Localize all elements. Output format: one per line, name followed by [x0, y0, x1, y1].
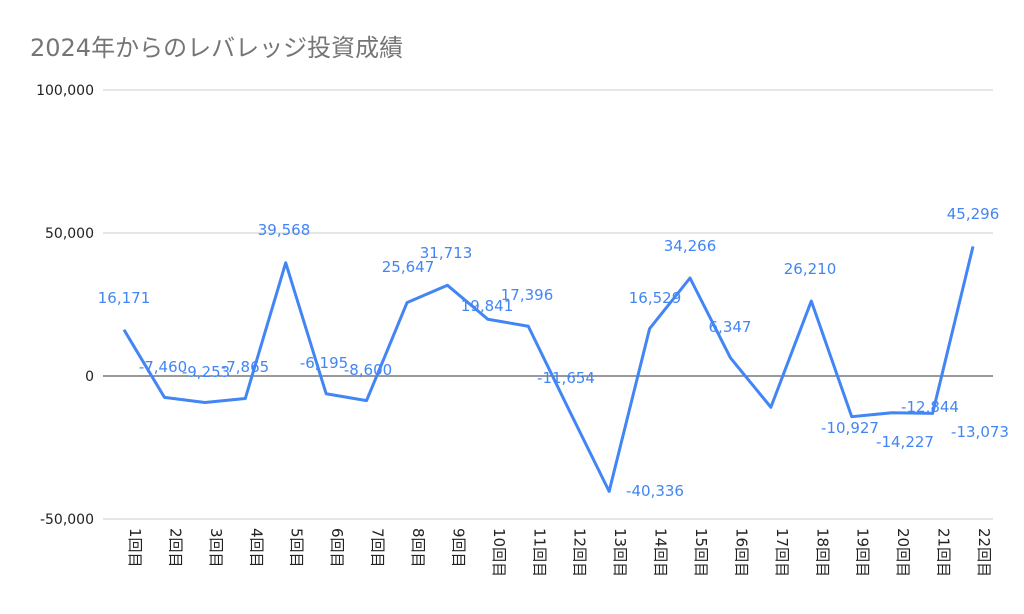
data-label: 39,568 — [258, 221, 311, 239]
x-tick-label: 11回目 — [530, 528, 548, 577]
x-tick-label: 21回目 — [935, 528, 953, 577]
x-tick-label: 5回目 — [288, 528, 306, 568]
x-tick-label: 1回目 — [126, 528, 144, 568]
x-tick-label: 20回目 — [894, 528, 912, 577]
x-tick-label: 16回目 — [732, 528, 750, 577]
x-tick-label: 14回目 — [652, 528, 670, 577]
chart-title: 2024年からのレバレッジ投資成績 — [30, 34, 404, 62]
x-tick-label: 7回目 — [369, 528, 387, 568]
data-label: 34,266 — [664, 237, 717, 255]
data-label: -11,654 — [537, 369, 595, 387]
data-label: -9,253 — [182, 363, 230, 381]
y-tick-label: 100,000 — [36, 83, 94, 99]
data-label: 25,647 — [382, 258, 435, 276]
data-label: 6,347 — [709, 318, 752, 336]
x-tick-label: 9回目 — [449, 528, 467, 568]
data-label: -6,195 — [300, 354, 348, 372]
data-label: -13,073 — [951, 423, 1009, 441]
x-tick-label: 13回目 — [611, 528, 629, 577]
data-label: 16,529 — [629, 289, 682, 307]
y-tick-label: 50,000 — [45, 226, 94, 242]
data-label: -14,227 — [876, 433, 934, 451]
data-label: -8,600 — [344, 361, 392, 379]
x-tick-label: 12回目 — [571, 528, 589, 577]
x-tick-label: 18回目 — [813, 528, 831, 577]
data-label: -7,865 — [221, 358, 269, 376]
data-label: -12,844 — [901, 398, 959, 416]
data-label: -40,336 — [626, 482, 684, 500]
data-label: 17,396 — [501, 286, 554, 304]
y-tick-label: -50,000 — [40, 512, 94, 528]
data-label: -7,460 — [139, 358, 187, 376]
x-tick-label: 10回目 — [490, 528, 508, 577]
x-tick-label: 8回目 — [409, 528, 427, 568]
data-label: 31,713 — [420, 244, 473, 262]
x-tick-label: 6回目 — [328, 528, 346, 568]
x-tick-label: 17回目 — [773, 528, 791, 577]
x-tick-label: 4回目 — [247, 528, 265, 568]
y-tick-label: 0 — [85, 369, 94, 385]
data-label: 26,210 — [784, 260, 837, 278]
x-tick-label: 22回目 — [975, 528, 993, 577]
x-tick-label: 15回目 — [692, 528, 710, 577]
x-tick-label: 19回目 — [854, 528, 872, 577]
data-label: -10,927 — [821, 419, 879, 437]
data-label: 16,171 — [98, 289, 151, 307]
x-tick-label: 2回目 — [166, 528, 184, 568]
data-label: 19,841 — [461, 297, 514, 315]
x-tick-label: 3回目 — [207, 528, 225, 568]
data-label: 45,296 — [947, 205, 1000, 223]
series-line — [122, 246, 975, 493]
